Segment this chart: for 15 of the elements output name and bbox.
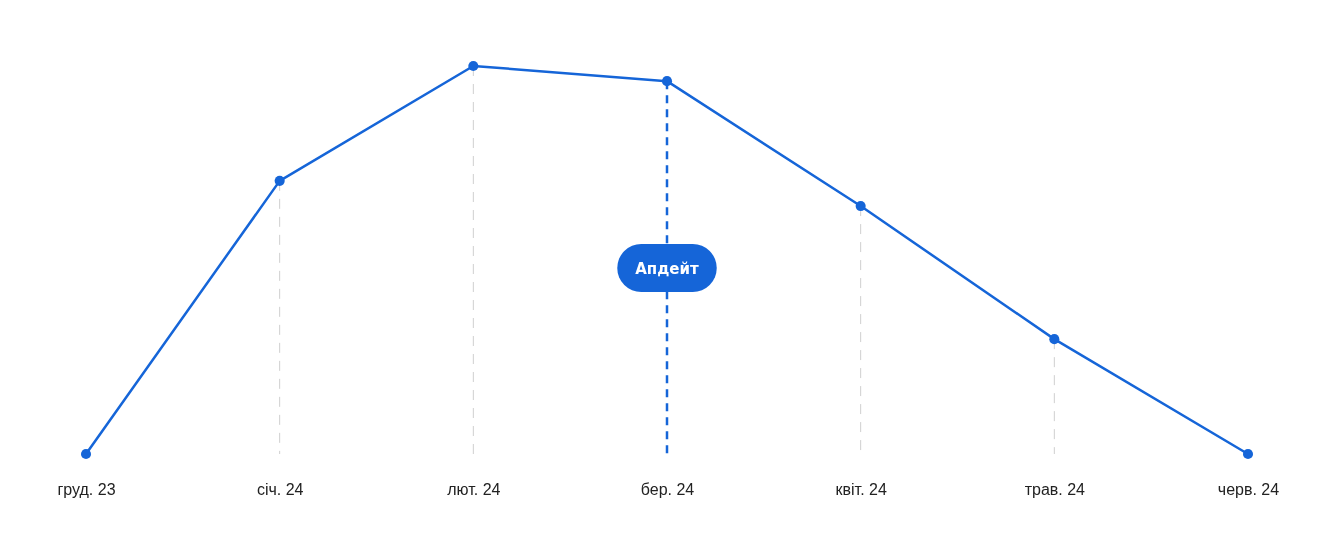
point: [80, 448, 92, 460]
point: [468, 60, 479, 72]
point: [1049, 334, 1060, 345]
x-tick-label: квіт. 24: [835, 481, 887, 498]
x-tick-label: січ. 24: [256, 481, 304, 498]
x-tick-label: черв. 24: [1217, 481, 1280, 498]
point: [1242, 448, 1254, 460]
x-tick-label: груд. 23: [57, 481, 116, 498]
x-tick-label: лют. 24: [447, 481, 501, 498]
x-tick-label: бер. 24: [640, 481, 695, 498]
x-tick-label: трав. 24: [1024, 481, 1086, 498]
point: [274, 175, 285, 186]
ref-line-label: Апдейт: [635, 260, 700, 278]
point: [661, 76, 673, 87]
point: [855, 201, 866, 212]
